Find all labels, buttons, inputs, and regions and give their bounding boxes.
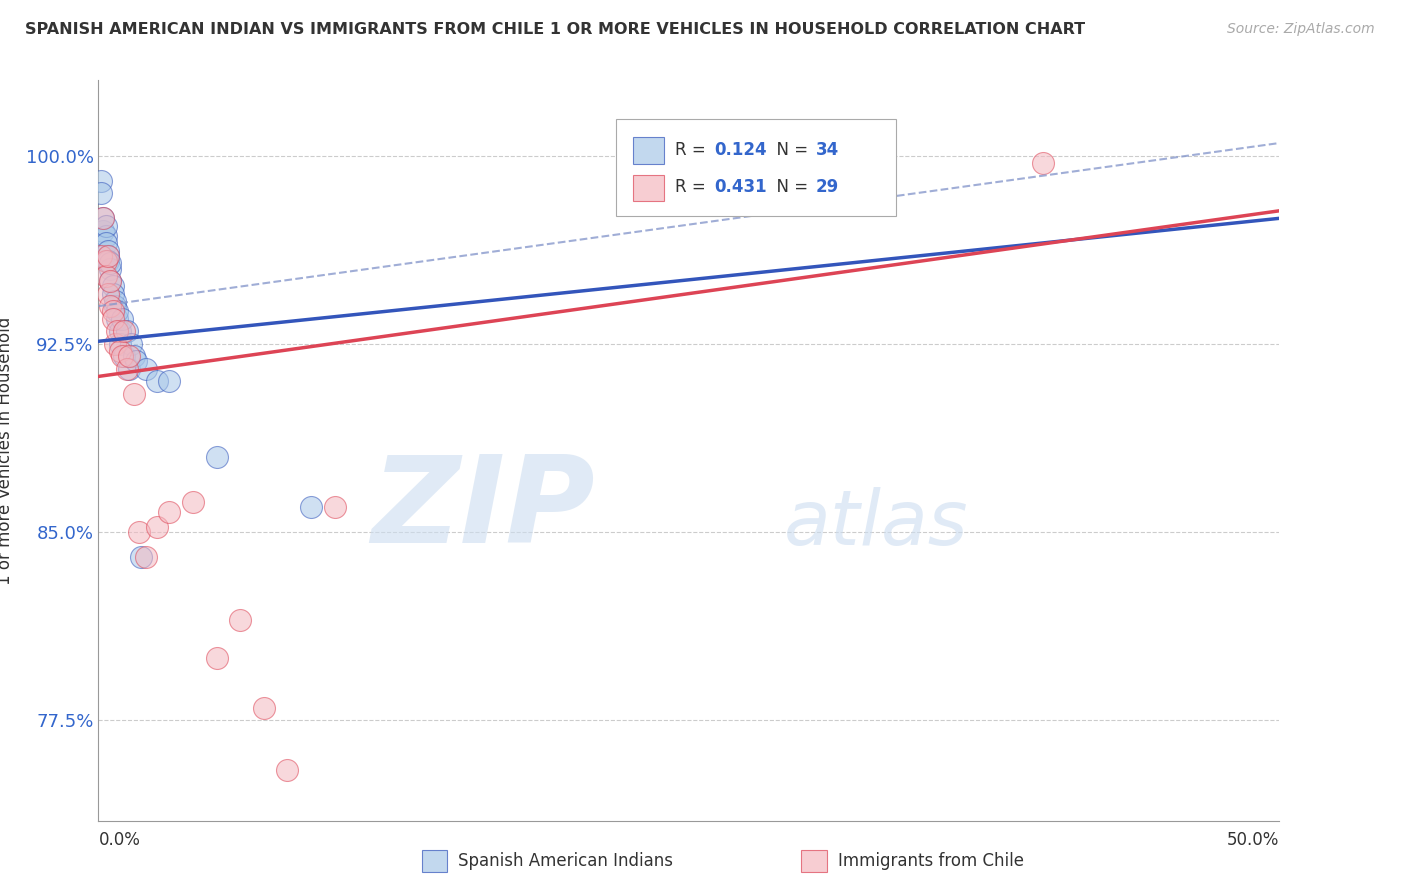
Text: R =: R = (675, 141, 711, 159)
Point (90, 186, 112, 201)
Point (101, 304, 124, 318)
Point (146, 375, 169, 389)
Text: SPANISH AMERICAN INDIAN VS IMMIGRANTS FROM CHILE 1 OR MORE VEHICLES IN HOUSEHOLD: SPANISH AMERICAN INDIAN VS IMMIGRANTS FR… (25, 22, 1085, 37)
Point (94, 219, 117, 233)
Text: R =: R = (675, 178, 711, 196)
Point (91, 211, 114, 226)
Point (91, 211, 114, 226)
Point (104, 336, 127, 351)
Point (276, 764, 298, 778)
Point (125, 354, 148, 368)
Text: 29: 29 (815, 178, 839, 196)
Point (115, 362, 138, 376)
Point (105, 311, 128, 326)
Point (121, 336, 143, 351)
Point (97, 254, 120, 268)
Point (104, 294, 127, 309)
Point (98, 274, 121, 288)
Text: 34: 34 (815, 141, 839, 159)
Point (157, 375, 180, 389)
Point (97, 249, 120, 263)
Point (97, 286, 120, 301)
Point (128, 524, 150, 539)
Point (122, 387, 145, 401)
Point (135, 362, 157, 376)
Text: Immigrants from Chile: Immigrants from Chile (838, 852, 1024, 871)
Point (91, 224, 114, 238)
Point (101, 311, 124, 326)
Point (205, 650, 228, 665)
Point (112, 324, 135, 338)
Point (118, 349, 141, 363)
Text: 0.0%: 0.0% (98, 830, 141, 848)
Point (157, 505, 180, 519)
Text: N =: N = (766, 141, 814, 159)
Text: atlas: atlas (783, 488, 967, 561)
Text: Spanish American Indians: Spanish American Indians (458, 852, 673, 871)
Point (105, 304, 128, 318)
Point (135, 550, 157, 565)
Point (1032, 156, 1054, 170)
Point (108, 336, 131, 351)
Point (101, 286, 124, 301)
Text: ZIP: ZIP (371, 451, 595, 568)
Y-axis label: 1 or more Vehicles in Household: 1 or more Vehicles in Household (0, 317, 14, 584)
Point (129, 550, 152, 565)
Point (101, 279, 124, 293)
Point (94, 268, 117, 283)
Point (229, 613, 252, 627)
Point (90, 174, 112, 188)
Point (97, 244, 120, 258)
Point (111, 311, 134, 326)
Point (104, 299, 127, 313)
Point (115, 324, 138, 338)
Point (111, 349, 134, 363)
Point (98, 261, 121, 276)
Point (97, 249, 120, 263)
Point (94, 228, 117, 243)
Point (253, 700, 276, 714)
Point (146, 520, 169, 534)
Point (205, 450, 228, 464)
Point (108, 324, 131, 338)
Point (118, 362, 141, 376)
Point (98, 274, 121, 288)
Point (112, 349, 135, 363)
Text: 0.431: 0.431 (714, 178, 766, 196)
Point (94, 236, 117, 251)
Point (299, 500, 322, 514)
Point (98, 256, 121, 270)
Text: 0.124: 0.124 (714, 141, 766, 159)
Point (181, 495, 204, 509)
Point (122, 349, 145, 363)
Text: Source: ZipAtlas.com: Source: ZipAtlas.com (1227, 22, 1375, 37)
Point (105, 324, 128, 338)
Text: N =: N = (766, 178, 814, 196)
Text: 50.0%: 50.0% (1227, 830, 1279, 848)
Point (323, 500, 346, 514)
Point (94, 254, 117, 268)
Point (108, 344, 131, 359)
Point (90, 249, 112, 263)
Point (98, 299, 121, 313)
